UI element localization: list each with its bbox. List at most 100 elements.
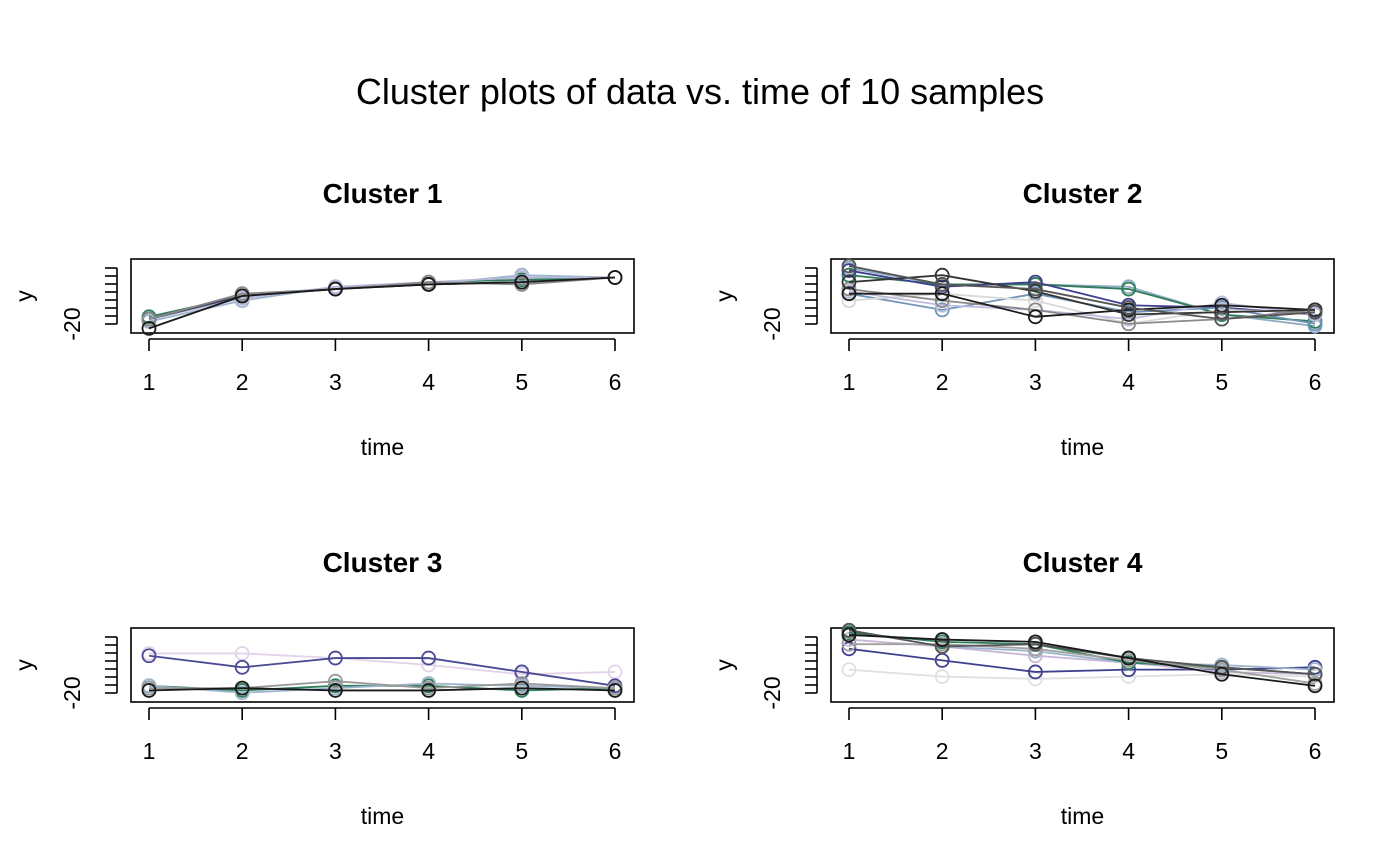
y-axis-label: y (11, 290, 37, 302)
y-tick-label: -20 (759, 676, 785, 709)
x-tick-label: 4 (1122, 738, 1135, 764)
x-tick-label: 3 (1029, 369, 1042, 395)
series-line (848, 668, 1316, 680)
data-point (141, 648, 157, 664)
x-tick-label: 4 (422, 738, 435, 764)
figure-title: Cluster plots of data vs. time of 10 sam… (356, 71, 1044, 112)
series-line (848, 629, 1316, 676)
x-tick-label: 5 (1215, 738, 1228, 764)
data-point (1028, 634, 1043, 650)
x-tick-label: 6 (1309, 369, 1322, 395)
x-tick-label: 6 (1309, 738, 1322, 764)
x-tick-label: 2 (936, 738, 949, 764)
data-point (514, 274, 530, 290)
data-point (234, 680, 250, 696)
x-tick-label: 1 (143, 369, 156, 395)
x-tick-label: 6 (609, 369, 622, 395)
data-point (327, 673, 343, 689)
data-point (841, 662, 857, 678)
panels-container: Cluster 1 1 2 3 4 5 6 time -20 y Cluster 2 1 2 3 4 5 6 ti… (11, 178, 1335, 829)
panel-title: Cluster 1 (323, 178, 443, 209)
data-point (841, 627, 857, 643)
panel-title: Cluster 3 (323, 547, 443, 578)
data-point (327, 281, 343, 297)
plot-frame (830, 258, 1335, 334)
data-point (1121, 650, 1136, 666)
data-point (934, 669, 950, 684)
y-axis-label: y (711, 290, 737, 302)
y-axis-label: y (11, 659, 37, 671)
series-line (148, 687, 616, 692)
x-tick-label: 2 (236, 369, 249, 395)
x-tick-label: 5 (515, 738, 528, 764)
cluster-panel-3: Cluster 3 1 2 3 4 5 6 time -20 y (11, 547, 635, 829)
data-point (327, 650, 343, 666)
data-point (841, 281, 857, 297)
series-line (148, 654, 616, 687)
x-axis-label: time (1061, 434, 1104, 460)
cluster-panel-2: Cluster 2 1 2 3 4 5 6 time -20 y (711, 178, 1335, 460)
x-tick-label: 5 (515, 369, 528, 395)
data-point (934, 632, 950, 647)
x-tick-label: 3 (1029, 738, 1042, 764)
data-point (841, 258, 857, 274)
series-line (848, 269, 1316, 316)
x-tick-label: 6 (609, 738, 622, 764)
series-line (148, 276, 616, 330)
data-point (1307, 678, 1323, 694)
data-point (1121, 281, 1136, 297)
data-point (234, 659, 250, 675)
data-point (1028, 309, 1043, 325)
data-point (327, 683, 343, 698)
y-axis-label: y (711, 659, 737, 671)
data-point (141, 320, 157, 336)
series-line (148, 682, 616, 694)
plot-frame (130, 627, 635, 703)
data-point (514, 676, 530, 691)
plot-frame (130, 258, 635, 334)
data-point (1214, 311, 1230, 327)
x-tick-label: 4 (1122, 369, 1135, 395)
data-point (1028, 664, 1043, 680)
y-tick-label: -20 (59, 676, 85, 709)
data-point (841, 286, 857, 302)
data-point (141, 311, 157, 327)
panel-title: Cluster 2 (1023, 178, 1143, 209)
data-point (841, 274, 857, 290)
data-point (421, 650, 437, 666)
series-line (848, 274, 1316, 323)
data-point (421, 683, 437, 698)
data-point (421, 277, 437, 292)
x-axis-label: time (1061, 803, 1104, 829)
y-tick-label: -20 (59, 307, 85, 340)
x-tick-label: 3 (329, 369, 342, 395)
x-axis-label: time (361, 803, 404, 829)
panel-title: Cluster 4 (1023, 547, 1143, 578)
data-point (234, 288, 250, 304)
data-point (234, 685, 250, 701)
x-tick-label: 3 (329, 738, 342, 764)
series-line (848, 265, 1316, 321)
x-tick-label: 2 (236, 738, 249, 764)
data-point (141, 683, 157, 698)
series-line (849, 292, 1316, 318)
series-line (148, 276, 616, 320)
data-point (1028, 281, 1043, 297)
series-line (848, 292, 1316, 325)
cluster-panel-1: Cluster 1 1 2 3 4 5 6 time -20 y (11, 178, 635, 460)
x-tick-label: 1 (843, 369, 856, 395)
data-point (1307, 666, 1323, 682)
data-point (514, 680, 530, 696)
series-line (848, 274, 1316, 316)
x-tick-label: 2 (936, 369, 949, 395)
x-axis-label: time (361, 434, 404, 460)
data-point (934, 277, 950, 292)
x-tick-label: 1 (843, 738, 856, 764)
data-point (934, 302, 950, 318)
x-tick-label: 4 (422, 369, 435, 395)
data-point (841, 263, 857, 278)
data-point (607, 270, 623, 285)
data-point (1121, 300, 1136, 315)
series-line (848, 290, 1316, 321)
